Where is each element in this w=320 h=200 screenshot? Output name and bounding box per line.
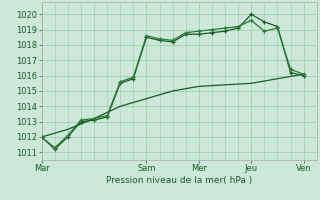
X-axis label: Pression niveau de la mer( hPa ): Pression niveau de la mer( hPa ) bbox=[106, 176, 252, 185]
